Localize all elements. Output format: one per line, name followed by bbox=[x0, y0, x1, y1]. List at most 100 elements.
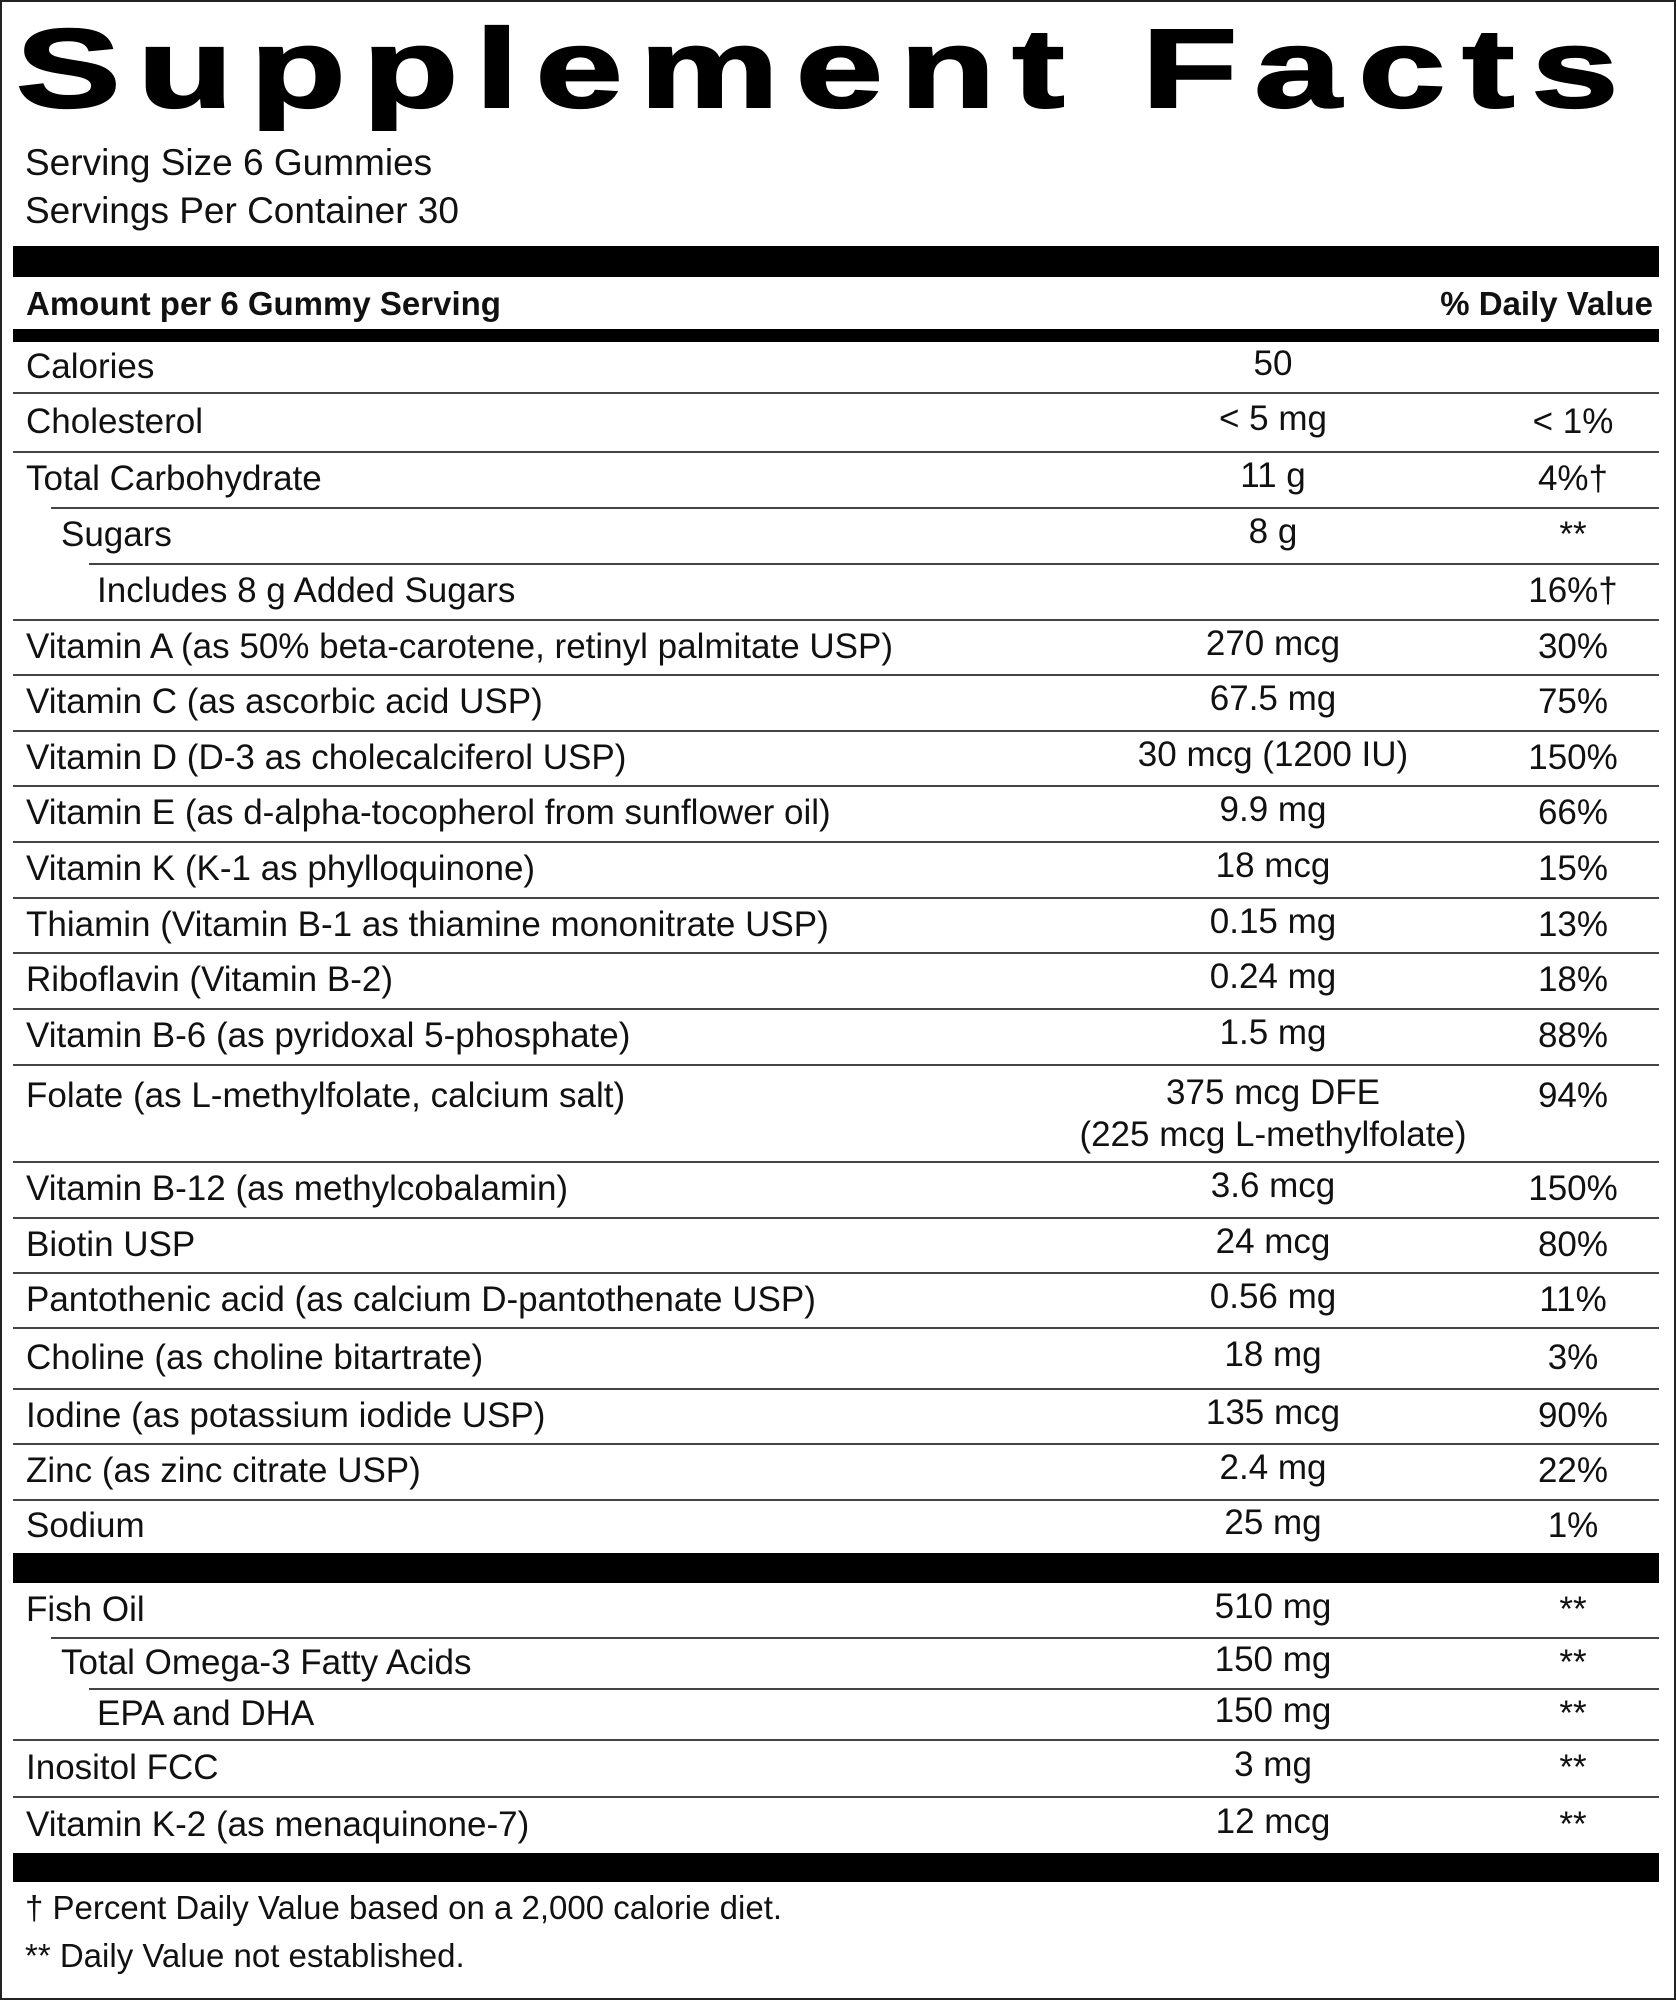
nutrient-amount: 135 mcg bbox=[1205, 1393, 1341, 1432]
daily-value-percent: 22% bbox=[1537, 1451, 1609, 1490]
table-row: Vitamin C (as ascorbic acid USP) 67.5 mg 7… bbox=[13, 674, 1659, 730]
nutrient-name: Sodium bbox=[26, 1506, 145, 1545]
nutrient-name: Folate (as L-methylfolate, calcium salt) bbox=[26, 1076, 626, 1115]
nutrient-amount: 1.5 mg bbox=[1219, 1013, 1327, 1052]
daily-value-percent: 90% bbox=[1537, 1396, 1609, 1435]
nutrient-amount: 50 bbox=[1253, 344, 1293, 383]
nutrient-name: Choline (as choline bitartrate) bbox=[26, 1338, 484, 1377]
table-row: Cholesterol < 5 mg < 1% bbox=[13, 392, 1659, 451]
daily-value-percent: 94% bbox=[1537, 1076, 1609, 1115]
table-row: Iodine (as potassium iodide USP) 135 mcg 9… bbox=[13, 1388, 1659, 1443]
daily-value-percent: 16%† bbox=[1528, 571, 1618, 610]
daily-value-percent: 1% bbox=[1547, 1506, 1599, 1545]
nutrient-name: Riboflavin (Vitamin B-2) bbox=[26, 960, 393, 999]
nutrient-amount: 67.5 mg bbox=[1209, 679, 1337, 718]
nutrient-amount: 18 mcg bbox=[1215, 846, 1331, 885]
column-header: Amount per 6 Gummy Serving % Daily Value bbox=[13, 277, 1659, 329]
nutrient-name: Vitamin B-12 (as methylcobalamin) bbox=[26, 1169, 569, 1208]
nutrient-amount: 0.15 mg bbox=[1209, 902, 1337, 941]
table-row: Sugars 8 g ** bbox=[13, 507, 1659, 563]
daily-value-percent: 150% bbox=[1528, 1169, 1618, 1208]
daily-value-percent: ** bbox=[1559, 1590, 1587, 1629]
nutrient-table: Calories 50 Cholesterol < 5 mg < 1% Total Car… bbox=[13, 342, 1659, 1553]
row-divider bbox=[13, 1388, 1659, 1390]
nutrient-name: Fish Oil bbox=[26, 1590, 145, 1629]
daily-value-percent: 75% bbox=[1537, 682, 1609, 721]
nutrient-name: Cholesterol bbox=[26, 402, 204, 441]
nutrient-amount: 8 g bbox=[1248, 512, 1298, 551]
daily-value-percent: 4%† bbox=[1537, 459, 1609, 498]
table-row: Folate (as L-methylfolate, calcium salt)… bbox=[13, 1064, 1659, 1161]
daily-value-percent: 18% bbox=[1537, 960, 1609, 999]
nutrient-name: Pantothenic acid (as calcium D-pantothen… bbox=[26, 1280, 816, 1319]
table-row: Calories 50 bbox=[13, 342, 1659, 392]
nutrient-name: Thiamin (Vitamin B-1 as thiamine mononit… bbox=[26, 905, 829, 944]
row-divider bbox=[13, 952, 1659, 954]
daily-value-percent: ** bbox=[1559, 515, 1587, 554]
nutrient-name: Total Carbohydrate bbox=[26, 459, 322, 498]
daily-value-percent: < 1% bbox=[1532, 402, 1614, 441]
table-row: Inositol FCC 3 mg ** bbox=[13, 1739, 1659, 1796]
row-divider bbox=[13, 730, 1659, 732]
row-divider bbox=[51, 507, 1659, 509]
daily-value-percent: 15% bbox=[1537, 849, 1609, 888]
nutrient-amount: 3.6 mcg bbox=[1210, 1166, 1336, 1205]
daily-value-percent: ** bbox=[1559, 1643, 1587, 1682]
nutrient-name: Zinc (as zinc citrate USP) bbox=[26, 1451, 421, 1490]
row-divider bbox=[13, 1008, 1659, 1010]
nutrient-name: Iodine (as potassium iodide USP) bbox=[26, 1396, 546, 1435]
daily-value-percent: 11% bbox=[1539, 1280, 1607, 1319]
nutrient-amount-detail: (225 mcg L-methylfolate) bbox=[1079, 1115, 1467, 1154]
table-row: Fish Oil 510 mg ** bbox=[13, 1583, 1659, 1637]
amount-header: Amount per 6 Gummy Serving bbox=[26, 285, 501, 322]
row-divider bbox=[13, 1443, 1659, 1445]
nutrient-name: Vitamin C (as ascorbic acid USP) bbox=[26, 682, 543, 721]
table-row: Zinc (as zinc citrate USP) 2.4 mg 22% bbox=[13, 1443, 1659, 1499]
nutrient-name: Vitamin D (D-3 as cholecalciferol USP) bbox=[26, 738, 627, 777]
table-row: Choline (as choline bitartrate) 18 mg 3% bbox=[13, 1327, 1659, 1388]
table-row: Vitamin B-12 (as methylcobalamin) 3.6 mcg… bbox=[13, 1161, 1659, 1217]
footnote-not-established: ** Daily Value not established. bbox=[25, 1937, 465, 1974]
nutrient-amount: 375 mcg DFE bbox=[1166, 1073, 1380, 1112]
table-row: Vitamin A (as 50% beta-carotene, retinyl… bbox=[13, 619, 1659, 674]
nutrient-amount: 9.9 mg bbox=[1219, 790, 1327, 829]
nutrient-amount: 25 mg bbox=[1224, 1503, 1322, 1542]
daily-value-percent: 30% bbox=[1537, 627, 1609, 666]
table-row: Total Omega-3 Fatty Acids 150 mg ** bbox=[13, 1637, 1659, 1688]
nutrient-amount: 30 mcg (1200 IU) bbox=[1137, 735, 1409, 774]
table-row: Vitamin K (K-1 as phylloquinone) 18 mcg 15… bbox=[13, 841, 1659, 897]
daily-value-percent: ** bbox=[1559, 1748, 1587, 1787]
nutrient-amount: 0.24 mg bbox=[1209, 957, 1337, 996]
row-divider bbox=[51, 1637, 1659, 1639]
row-divider bbox=[13, 1272, 1659, 1274]
table-row: Pantothenic acid (as calcium D-pantothen… bbox=[13, 1272, 1659, 1327]
nutrient-name: Total Omega-3 Fatty Acids bbox=[61, 1643, 472, 1682]
daily-value-percent: 150% bbox=[1528, 738, 1618, 777]
nutrient-amount: 12 mcg bbox=[1215, 1802, 1331, 1841]
table-row: Vitamin K-2 (as menaquinone-7) 12 mcg ** bbox=[13, 1796, 1659, 1853]
nutrient-amount: 150 mg bbox=[1214, 1640, 1332, 1679]
nutrient-name: Vitamin A (as 50% beta-carotene, retinyl… bbox=[26, 627, 894, 666]
nutrient-name: Includes 8 g Added Sugars bbox=[97, 571, 516, 610]
row-divider bbox=[13, 674, 1659, 676]
table-row: Vitamin B-6 (as pyridoxal 5-phosphate) 1.… bbox=[13, 1008, 1659, 1064]
table-row: Vitamin E (as d-alpha-tocopherol from su… bbox=[13, 785, 1659, 841]
nutrient-amount: 2.4 mg bbox=[1219, 1448, 1327, 1487]
row-divider bbox=[13, 1796, 1659, 1798]
row-divider bbox=[13, 841, 1659, 843]
row-divider bbox=[13, 1327, 1659, 1329]
nutrient-amount: 18 mg bbox=[1224, 1335, 1322, 1374]
nutrient-amount: 510 mg bbox=[1214, 1587, 1332, 1626]
row-divider bbox=[89, 563, 1659, 565]
medium-divider bbox=[13, 329, 1659, 342]
nutrient-amount: 11 g bbox=[1240, 456, 1306, 495]
nutrient-amount: 24 mcg bbox=[1215, 1222, 1331, 1261]
row-divider bbox=[13, 1064, 1659, 1066]
nutrient-amount: 0.56 mg bbox=[1209, 1277, 1337, 1316]
row-divider bbox=[13, 897, 1659, 899]
nutrient-name: Vitamin E (as d-alpha-tocopherol from su… bbox=[26, 793, 831, 832]
nutrient-name: Calories bbox=[26, 347, 155, 386]
table-row: Thiamin (Vitamin B-1 as thiamine mononit… bbox=[13, 897, 1659, 952]
nutrient-name: Vitamin B-6 (as pyridoxal 5-phosphate) bbox=[26, 1016, 631, 1055]
